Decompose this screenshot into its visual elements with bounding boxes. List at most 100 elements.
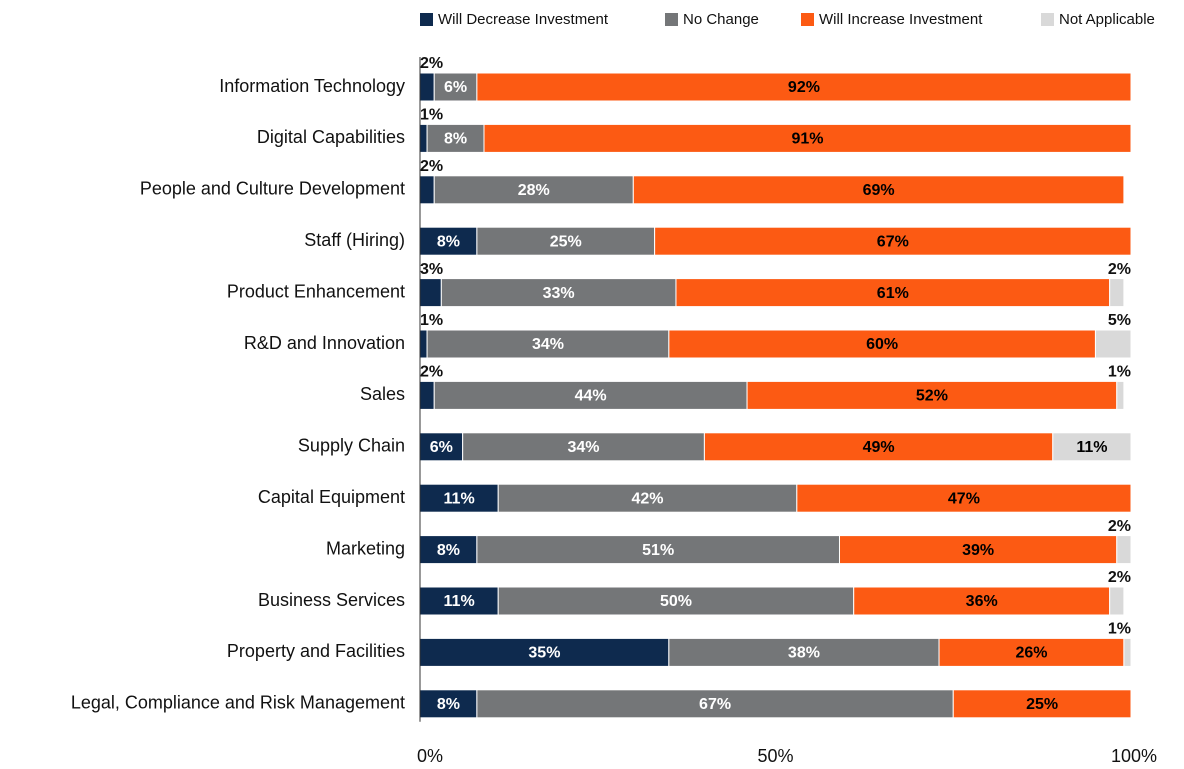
bar-segment [632,175,1125,205]
bar-segment [433,380,748,410]
category-label: Staff (Hiring) [304,230,405,250]
value-label: 2% [420,364,443,381]
legend-label: Not Applicable [1059,11,1155,28]
bar-segment [853,586,1111,616]
value-label: 26% [1015,645,1047,662]
value-label: 61% [877,285,909,302]
category-label: Information Technology [219,76,405,96]
value-label: 11% [1076,439,1107,456]
bar-segment [952,689,1132,719]
legend-label: Will Decrease Investment [438,11,609,28]
value-label: 34% [532,336,564,353]
value-label: 1% [1108,364,1131,381]
value-label: 8% [444,131,467,148]
bar-segment [419,535,478,565]
bar-segment [433,175,634,205]
legend-swatch [420,13,433,26]
bar-segment [419,72,435,102]
bar-segment [483,123,1132,153]
bar-segment [419,278,442,308]
value-label: 2% [1108,261,1131,278]
value-label: 25% [1026,696,1058,713]
value-label: 1% [420,107,443,124]
bar-segment [1109,586,1125,616]
value-label: 1% [1108,621,1131,638]
category-label: Business Services [258,590,405,610]
bar-segment [419,226,478,256]
value-label: 52% [916,388,948,405]
legend-swatch [665,13,678,26]
x-tick-label: 100% [1111,746,1157,766]
value-label: 67% [877,233,909,250]
legend-label: No Change [683,11,759,28]
category-label: R&D and Innovation [244,333,405,353]
value-label: 49% [863,439,895,456]
bar-segment [938,637,1125,667]
bar-segment [440,278,677,308]
value-label: 5% [1108,312,1131,329]
value-label: 33% [543,285,575,302]
bar-segment [419,329,428,359]
bar-segment [668,329,1096,359]
value-label: 47% [948,490,980,507]
bar-segment [703,432,1054,462]
bar-segment [796,483,1132,513]
bar-segment [1109,278,1125,308]
bar-segment [419,637,670,667]
category-label: People and Culture Development [140,179,405,199]
bar-segment [419,380,435,410]
value-label: 6% [430,439,453,456]
bar-segment [426,329,670,359]
value-label: 2% [420,158,443,175]
category-label: Capital Equipment [258,487,405,507]
value-label: 2% [1108,569,1131,586]
value-label: 39% [962,542,994,559]
value-label: 11% [444,490,475,507]
bar-segment [1116,380,1125,410]
value-label: 11% [444,593,475,610]
value-label: 35% [528,645,560,662]
value-label: 8% [437,542,460,559]
legend-swatch [1041,13,1054,26]
value-label: 1% [420,312,443,329]
value-label: 28% [518,182,550,199]
x-tick-label: 0% [417,746,443,766]
bar-segment [462,432,705,462]
bar-segment [654,226,1132,256]
bar-segment [1123,637,1132,667]
value-label: 34% [568,439,600,456]
bar-segment [497,586,855,616]
bar-segment [426,123,485,153]
category-label: Supply Chain [298,436,405,456]
value-label: 42% [632,490,664,507]
legend-swatch [801,13,814,26]
value-label: 25% [550,233,582,250]
bar-segment [1052,432,1132,462]
bar-segment [476,72,1132,102]
value-label: 38% [788,645,820,662]
bar-segment [433,72,478,102]
category-label: Product Enhancement [227,281,405,301]
category-label: Legal, Compliance and Risk Management [71,693,405,713]
bar-segment [497,483,798,513]
value-label: 91% [791,131,823,148]
value-label: 36% [966,593,998,610]
bar-segment [1094,329,1132,359]
category-label: Sales [360,384,405,404]
value-label: 50% [660,593,692,610]
bar-segment [1116,535,1132,565]
value-label: 8% [437,233,460,250]
category-label: Property and Facilities [227,641,405,661]
bar-segment [419,175,435,205]
legend-label: Will Increase Investment [819,11,983,28]
value-label: 51% [642,542,674,559]
x-tick-label: 50% [757,746,793,766]
category-label: Marketing [326,538,405,558]
value-label: 2% [420,55,443,72]
value-label: 44% [575,388,607,405]
category-label: Digital Capabilities [257,127,405,147]
bar-segment [419,123,428,153]
value-label: 69% [863,182,895,199]
value-label: 92% [788,79,820,96]
